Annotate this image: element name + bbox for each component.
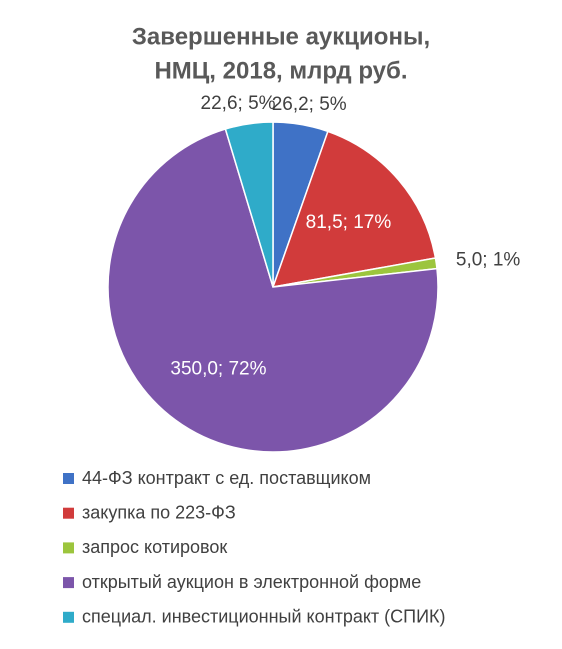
legend-label: запрос котировок <box>82 537 227 557</box>
legend-swatch <box>63 473 74 484</box>
data-label: 22,6; 5% <box>201 93 276 114</box>
data-label: 81,5; 17% <box>306 212 392 233</box>
chart-title: Завершенные аукционы, <box>132 23 430 50</box>
pie-slice <box>107 128 439 453</box>
chart-title: НМЦ, 2018, млрд руб. <box>154 57 407 84</box>
legend-swatch <box>63 542 74 554</box>
data-label: 26,2; 5% <box>272 94 347 115</box>
legend-label: специал. инвестиционный контракт (СПИК) <box>82 607 446 627</box>
legend-swatch <box>63 577 74 589</box>
data-label: 5,0; 1% <box>456 249 521 270</box>
pie-slice <box>224 121 274 288</box>
data-label: 350,0; 72% <box>170 359 266 380</box>
legend-swatch <box>63 611 74 623</box>
pie-slice <box>271 130 437 288</box>
legend-label: 44-ФЗ контракт с ед. поставщиком <box>82 468 371 488</box>
legend-swatch <box>63 507 74 519</box>
legend-label: закупка по 223-ФЗ <box>82 502 236 522</box>
legend-label: открытый аукцион в электронной форме <box>82 572 421 592</box>
